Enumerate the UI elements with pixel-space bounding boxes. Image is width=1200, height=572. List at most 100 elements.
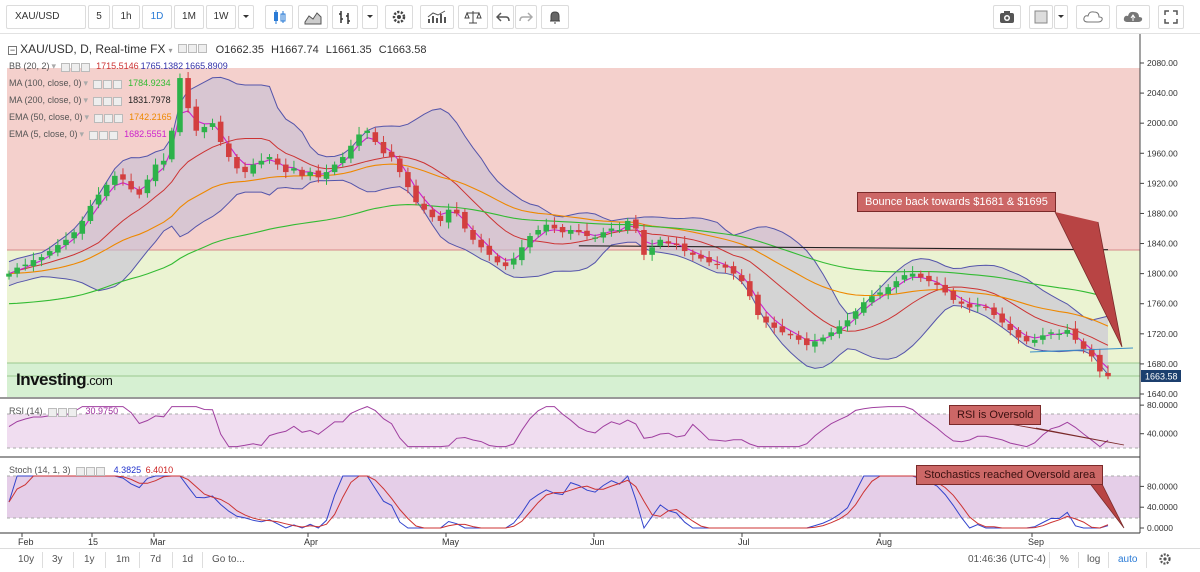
candles-chart-type-button[interactable] [265, 5, 293, 29]
candle-body [633, 219, 639, 229]
indicator-controls[interactable] [89, 129, 119, 141]
series-controls[interactable] [177, 44, 207, 56]
candle-body [405, 172, 411, 188]
indicator-dropdown-icon[interactable]: ▾ [51, 61, 57, 71]
template-dropdown-button[interactable] [1054, 5, 1068, 29]
bounce-callout: Bounce back towards $1681 & $1695 [857, 192, 1056, 212]
go-to-date-button[interactable]: Go to... [212, 554, 245, 565]
candle-body [144, 179, 151, 194]
chart-legend-header: − XAU/USD, D, Real-time FX ▾ O1662.35 H1… [8, 42, 426, 56]
indicator-legend-row[interactable]: EMA (50, close, 0) ▾ 1742.2165 [9, 111, 172, 123]
candle-body [926, 275, 932, 282]
candle-body [738, 275, 745, 282]
price-axis[interactable]: 2080.00 2040.00 2000.00 1960.00 1920.00 1880.… [1140, 58, 1178, 399]
interval-1h-button[interactable]: 1h [112, 5, 140, 29]
indicator-dropdown-icon[interactable]: ▾ [83, 78, 89, 88]
screenshot-button[interactable] [993, 5, 1021, 29]
log-scale-toggle[interactable]: log [1087, 554, 1101, 565]
stoch-tick-label: 0.0000 [1147, 523, 1173, 533]
candle-body [209, 123, 216, 127]
auto-scale-toggle[interactable]: auto [1118, 554, 1138, 565]
candle-body [974, 305, 981, 307]
candle-body [567, 230, 574, 234]
candle-body [348, 145, 354, 159]
range-3y-button[interactable]: 3y [52, 554, 63, 565]
rsi-arrow [1009, 423, 1125, 446]
candle-body [600, 232, 607, 238]
indicator-dropdown-icon[interactable]: ▾ [84, 112, 90, 122]
current-price-tag [1141, 370, 1181, 382]
indicator-dropdown-icon[interactable]: ▾ [83, 95, 89, 105]
indicator-legend-row[interactable]: MA (100, close, 0) ▾ 1784.9234 [9, 77, 171, 89]
candle-body [877, 292, 883, 295]
chart-type-dropdown-button[interactable] [362, 5, 378, 29]
undo-button[interactable] [492, 5, 514, 29]
interval-5-button[interactable]: 5 [88, 5, 110, 29]
fullscreen-button[interactable] [1158, 5, 1184, 29]
template-button[interactable] [1029, 5, 1053, 29]
candle-body [299, 169, 305, 176]
chart-properties-button[interactable] [1158, 552, 1172, 569]
indicator-controls[interactable] [93, 78, 123, 90]
indicator-controls[interactable] [94, 112, 124, 124]
logo-brand: Investing [16, 370, 87, 389]
stoch-controls[interactable] [76, 465, 106, 477]
price-chart[interactable]: 2080.00 2040.00 2000.00 1960.00 1920.00 1880.… [0, 34, 1200, 548]
indicator-dropdown-icon[interactable]: ▾ [79, 129, 85, 139]
divider [202, 552, 203, 568]
price-tick-label: 1640.00 [1147, 389, 1178, 399]
interval-1m-button[interactable]: 1M [174, 5, 204, 29]
range-1d-button[interactable]: 1d [182, 554, 194, 565]
candle-body [46, 251, 53, 256]
percent-scale-toggle[interactable]: % [1060, 554, 1069, 565]
logo-suffix: .com [86, 373, 113, 388]
candle-body [543, 224, 550, 232]
indicator-controls[interactable] [93, 95, 123, 107]
candle-body [242, 166, 248, 173]
save-to-cloud-button[interactable] [1076, 5, 1110, 29]
candle-body [201, 126, 208, 133]
redo-button[interactable] [515, 5, 537, 29]
indicator-legend-row[interactable]: EMA (5, close, 0) ▾ 1682.5551 [9, 128, 167, 140]
settings-button[interactable] [385, 5, 413, 29]
indicators-button[interactable] [420, 5, 454, 29]
candle-body [112, 175, 118, 185]
legend-dropdown-icon[interactable]: ▾ [168, 46, 173, 55]
interval-dropdown-button[interactable] [238, 5, 254, 29]
rsi-controls[interactable] [48, 406, 78, 418]
candle-body [795, 335, 802, 340]
candle-body [6, 273, 12, 277]
candle-body [584, 230, 590, 237]
clock-readout: 01:46:36 (UTC-4) [968, 554, 1046, 565]
indicator-legend-row[interactable]: MA (200, close, 0) ▾ 1831.7978 [9, 94, 171, 106]
area-chart-type-button[interactable] [298, 5, 328, 29]
candle-body [917, 273, 924, 278]
gear-icon [392, 10, 406, 24]
range-1m-button[interactable]: 1m [116, 554, 130, 565]
indicator-controls[interactable] [61, 61, 91, 73]
candle-body [966, 303, 973, 308]
undo-icon [496, 12, 510, 22]
indicator-value: 1742.2165 [129, 112, 172, 122]
interval-1w-button[interactable]: 1W [206, 5, 236, 29]
candle-body [885, 287, 891, 294]
support-zone [7, 363, 1140, 397]
area-chart-icon [304, 12, 322, 25]
interval-1d-button[interactable]: 1D [142, 5, 172, 29]
indicator-legend-row[interactable]: BB (20, 2) ▾ 1715.5146 1765.1382 1665.8909 [9, 60, 228, 72]
range-1y-button[interactable]: 1y [84, 554, 95, 565]
candle-body [860, 302, 867, 313]
date-axis[interactable]: Feb 15 Mar Apr May Jun Jul Aug Sep [18, 533, 1044, 547]
candle-body [339, 157, 346, 164]
stoch-axis: 80.0000 40.0000 0.0000 [1140, 481, 1178, 533]
compare-button[interactable] [458, 5, 488, 29]
range-7d-button[interactable]: 7d [150, 554, 162, 565]
alert-button[interactable] [541, 5, 569, 29]
price-tick-label: 1960.00 [1147, 148, 1178, 158]
ma-200-line [578, 245, 1109, 251]
symbol-search-input[interactable]: XAU/USD [6, 5, 86, 29]
bars-chart-type-button[interactable] [332, 5, 358, 29]
range-10y-button[interactable]: 10y [18, 554, 35, 565]
collapse-legend-icon[interactable]: − [8, 44, 17, 55]
upload-to-cloud-button[interactable] [1116, 5, 1150, 29]
